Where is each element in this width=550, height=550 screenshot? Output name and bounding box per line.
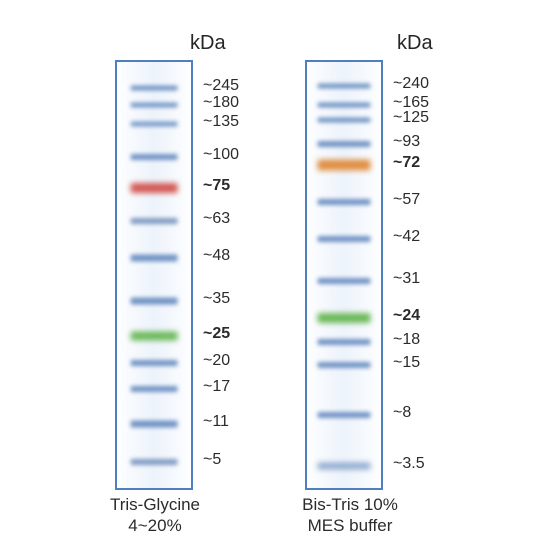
unit-label-tris-glycine: kDa: [190, 32, 226, 55]
band: [317, 141, 370, 147]
band: [131, 154, 178, 160]
band: [131, 122, 178, 127]
band: [317, 362, 370, 368]
band-label: ~48: [203, 247, 230, 265]
caption-line: MES buffer: [275, 515, 425, 536]
band: [131, 103, 178, 108]
band: [317, 103, 370, 108]
band: [317, 313, 370, 323]
band: [317, 278, 370, 284]
unit-label-bis-tris: kDa: [397, 32, 433, 55]
band-label: ~135: [203, 113, 239, 131]
band-label: ~11: [203, 413, 229, 431]
lane-bis-tris: [305, 60, 383, 490]
figure-canvas: { "figure": { "type": "gel-ladder", "bac…: [0, 0, 550, 550]
band-label: ~24: [393, 307, 420, 325]
band: [317, 463, 370, 470]
caption-line: Bis-Tris 10%: [275, 494, 425, 515]
lane-tris-glycine: [115, 60, 193, 490]
band: [317, 199, 370, 205]
band: [131, 421, 178, 428]
band-label: ~240: [393, 75, 429, 93]
band-label: ~18: [393, 331, 420, 349]
band-label: ~93: [393, 133, 420, 151]
band-label: ~42: [393, 228, 420, 246]
band: [131, 386, 178, 392]
band: [131, 360, 178, 366]
lane-caption-bis-tris: Bis-Tris 10%MES buffer: [275, 494, 425, 537]
lane-bg: [307, 62, 381, 488]
band: [131, 297, 178, 304]
band-label: ~5: [203, 451, 221, 469]
band-label: ~3.5: [393, 455, 425, 473]
band-label: ~15: [393, 354, 420, 372]
band-label: ~20: [203, 352, 230, 370]
band-label: ~57: [393, 191, 420, 209]
band-label: ~245: [203, 77, 239, 95]
band: [131, 459, 178, 465]
band-label: ~72: [393, 154, 420, 172]
lane-caption-tris-glycine: Tris-Glycine4~20%: [80, 494, 230, 537]
band: [317, 83, 370, 88]
caption-line: Tris-Glycine: [80, 494, 230, 515]
band-label: ~75: [203, 177, 230, 195]
band-label: ~25: [203, 325, 230, 343]
band-label: ~125: [393, 109, 429, 127]
band: [131, 183, 178, 193]
band: [131, 332, 178, 341]
band-label: ~63: [203, 210, 230, 228]
band-label: ~180: [203, 94, 239, 112]
band-label: ~17: [203, 378, 230, 396]
band-label: ~100: [203, 146, 239, 164]
band: [317, 412, 370, 418]
band-label: ~35: [203, 290, 230, 308]
band: [131, 254, 178, 261]
band-label: ~31: [393, 270, 420, 288]
band: [131, 218, 178, 224]
band: [317, 339, 370, 345]
band: [131, 85, 178, 90]
band: [317, 160, 370, 171]
band: [317, 118, 370, 123]
band: [317, 236, 370, 242]
caption-line: 4~20%: [80, 515, 230, 536]
band-label: ~8: [393, 404, 411, 422]
